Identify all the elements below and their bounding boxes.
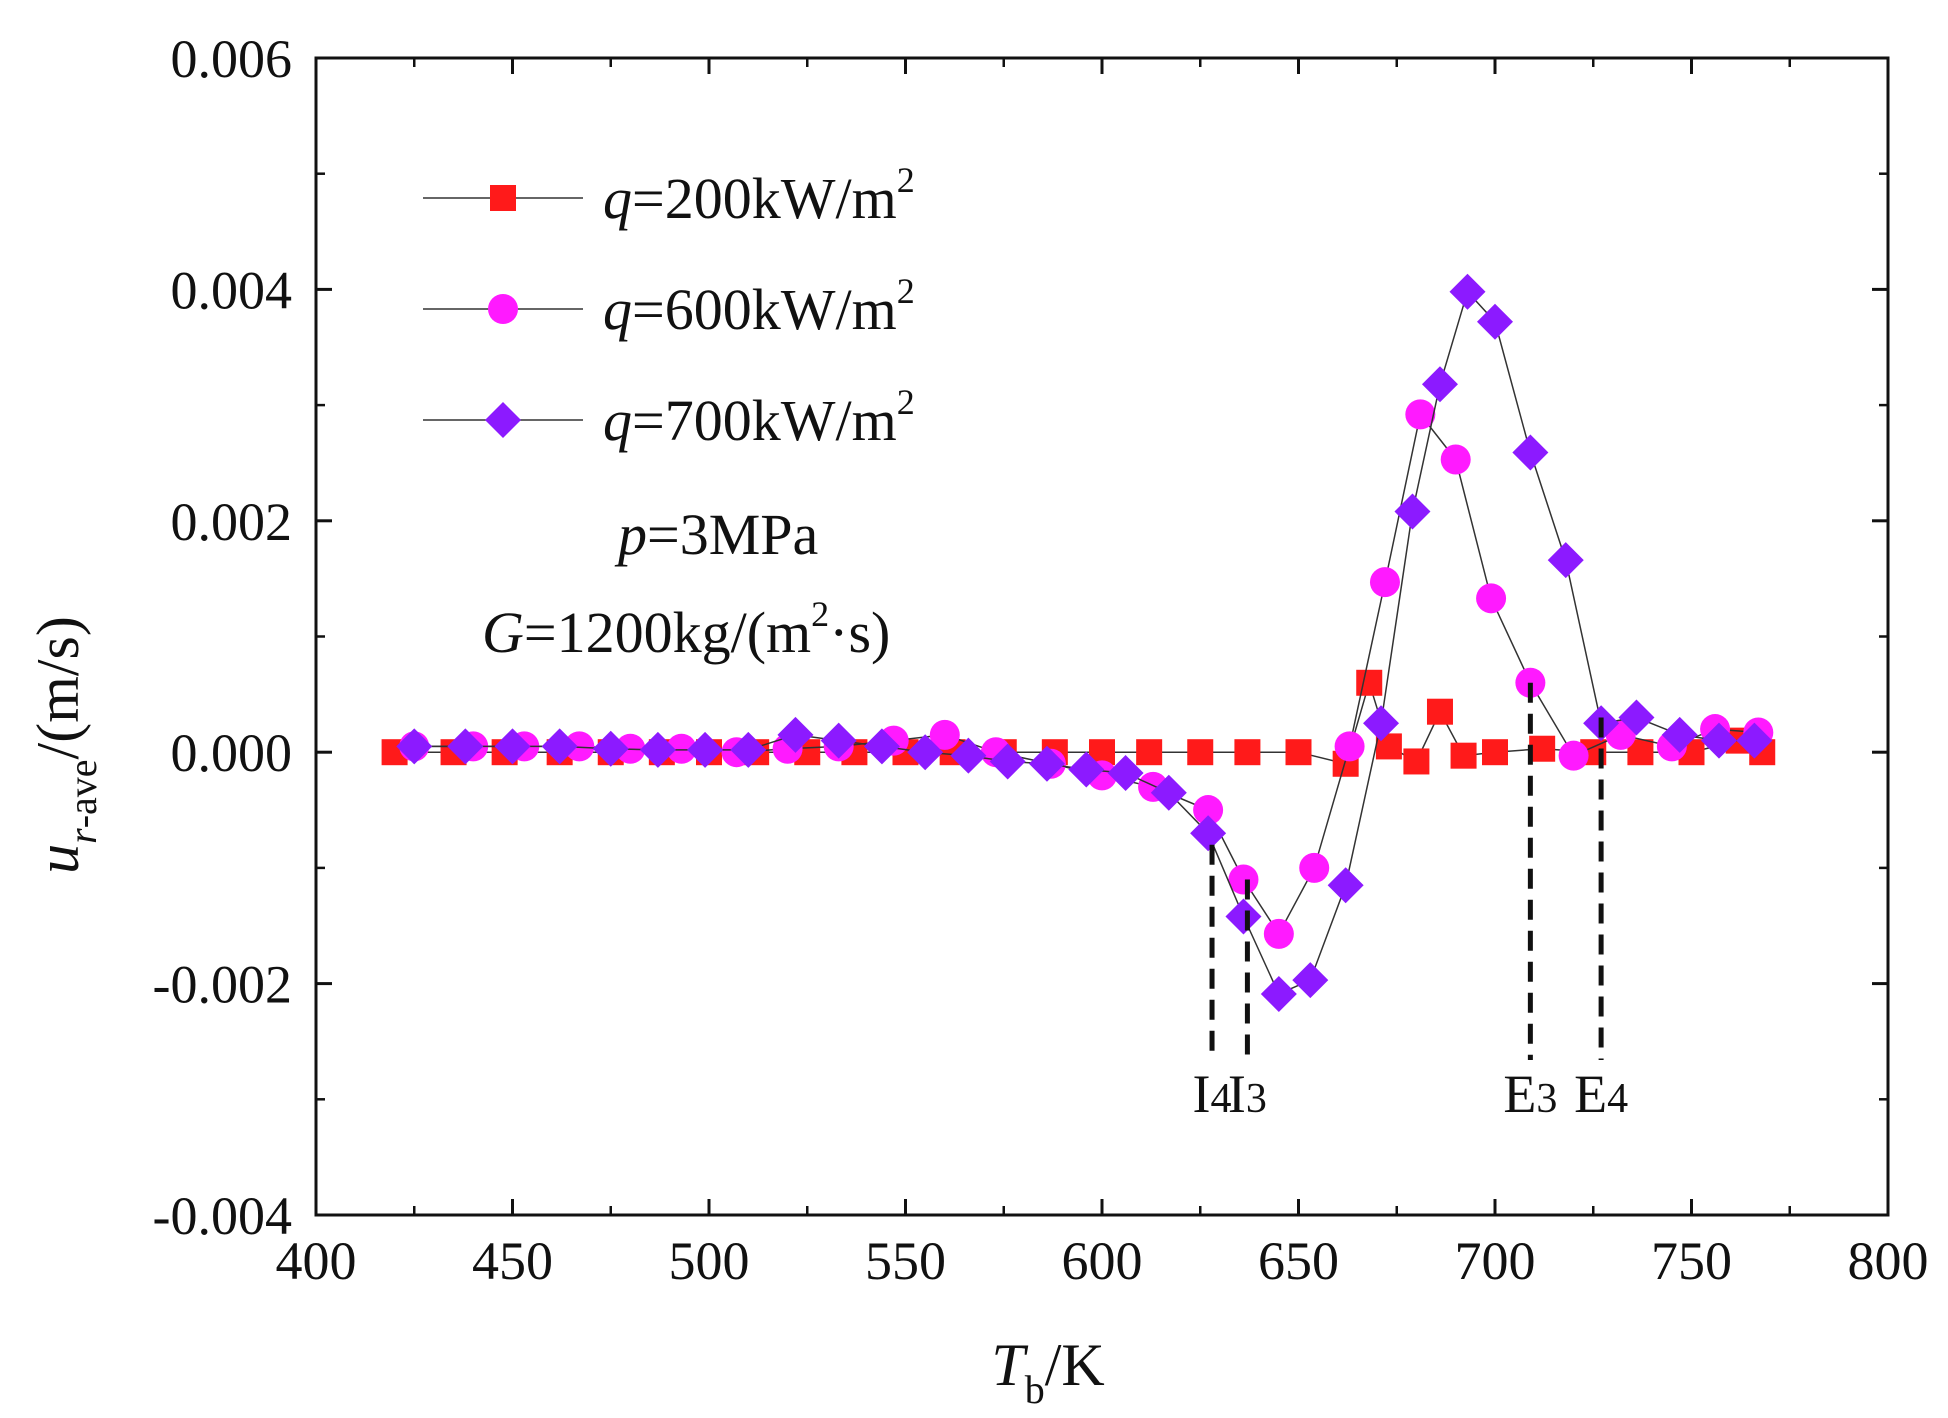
legend-circle-marker-icon (488, 294, 518, 324)
data-point-diamond (541, 728, 578, 765)
data-point-diamond (907, 734, 944, 771)
data-point-diamond (730, 731, 767, 768)
data-point-square (1187, 739, 1214, 766)
data-point-diamond (687, 731, 724, 768)
data-point-diamond (1327, 867, 1364, 904)
x-tick-label: 550 (865, 1231, 946, 1291)
x-tick-label: 650 (1258, 1231, 1339, 1291)
data-point-circle (564, 731, 595, 762)
y-axis-title: ur-ave/(m/s) (25, 616, 105, 874)
legend-label-q600: q=600kW/m2 (603, 271, 915, 342)
data-point-diamond (777, 716, 814, 753)
data-point-circle (1476, 583, 1507, 614)
x-tick-label: 500 (669, 1231, 750, 1291)
legend: q=200kW/m2 q=600kW/m2 q=700kW/m2 (423, 160, 915, 453)
data-point-diamond (1190, 815, 1227, 852)
data-point-circle (1369, 567, 1400, 598)
data-point-diamond (592, 730, 629, 767)
legend-label-q700: q=700kW/m2 (603, 382, 915, 453)
legend-item-q600: q=600kW/m2 (423, 271, 915, 342)
y-tick-label: 0.000 (171, 723, 293, 783)
data-point-circle (1299, 852, 1330, 883)
x-tick-label: 700 (1455, 1231, 1536, 1291)
legend-item-q700: q=700kW/m2 (423, 382, 915, 453)
boundary-label: I3 (1228, 1064, 1267, 1124)
data-point-square (1234, 739, 1261, 766)
boundary-label: E4 (1574, 1064, 1628, 1124)
data-point-diamond (1363, 705, 1400, 742)
series-line (414, 412, 1759, 936)
data-point-diamond (1512, 434, 1549, 471)
data-point-diamond (1394, 493, 1431, 530)
data-point-diamond (1449, 273, 1486, 310)
y-tick-label: -0.004 (153, 1186, 292, 1246)
data-point-diamond (950, 737, 987, 774)
data-point-square (1529, 735, 1556, 762)
data-point-square (1403, 748, 1430, 775)
data-point-circle (929, 719, 960, 750)
data-point-circle (1263, 918, 1294, 949)
data-point-diamond (1421, 366, 1458, 403)
legend-label-q200: q=200kW/m2 (603, 160, 915, 231)
data-point-diamond (396, 728, 433, 765)
y-tick-label: -0.002 (153, 955, 292, 1015)
data-point-circle (666, 733, 697, 764)
data-point-diamond (447, 728, 484, 765)
data-point-diamond (863, 728, 900, 765)
data-point-circle (1228, 864, 1259, 895)
y-tick-label: 0.006 (171, 29, 293, 89)
data-point-diamond (820, 722, 857, 759)
data-point-circle (1193, 795, 1224, 826)
data-point-diamond (989, 743, 1026, 780)
data-point-circle (1558, 740, 1589, 771)
data-point-diamond (1618, 699, 1655, 736)
data-point-square (1285, 739, 1312, 766)
y-tick-label: 0.004 (171, 260, 293, 320)
x-tick-label: 600 (1062, 1231, 1143, 1291)
boundary-label: E3 (1503, 1064, 1557, 1124)
pressure-annotation: p=3MPa (614, 502, 818, 567)
data-point-square (1426, 698, 1453, 725)
series-layer (381, 273, 1776, 1013)
series-circle (399, 399, 1774, 949)
data-point-diamond (1150, 774, 1187, 811)
data-point-diamond (639, 731, 676, 768)
data-point-circle (1440, 444, 1471, 475)
data-point-circle (1405, 399, 1436, 430)
mass-flux-annotation: G=1200kg/(m2·s) (482, 594, 890, 665)
axis-ticks: 400 450 500 550 600 650 700 750 800 -0.004 -0.002 0… (153, 29, 1929, 1291)
series-diamond (396, 273, 1773, 1013)
data-point-diamond (1701, 722, 1738, 759)
data-point-square (1136, 739, 1163, 766)
legend-item-q200: q=200kW/m2 (423, 160, 915, 231)
data-point-square (1450, 742, 1477, 769)
legend-diamond-marker-icon (485, 402, 521, 438)
data-point-circle (1334, 731, 1365, 762)
data-point-diamond (1736, 722, 1773, 759)
x-tick-label: 800 (1848, 1231, 1929, 1291)
x-axis-title: Tb/K (991, 1332, 1104, 1412)
data-point-diamond (1547, 542, 1584, 579)
y-tick-label: 0.002 (171, 492, 293, 552)
legend-square-marker-icon (490, 185, 516, 211)
data-point-diamond (1225, 898, 1262, 935)
data-point-diamond (1292, 962, 1329, 999)
data-point-diamond (1661, 716, 1698, 753)
data-point-diamond (494, 728, 531, 765)
data-point-diamond (1477, 303, 1513, 340)
data-point-square (1356, 669, 1383, 696)
x-tick-label: 450 (472, 1231, 553, 1291)
boundary-label: I4 (1193, 1064, 1232, 1124)
data-point-square (1482, 739, 1508, 766)
data-point-diamond (1028, 745, 1065, 782)
x-tick-label: 750 (1651, 1231, 1732, 1291)
data-point-diamond (1260, 976, 1297, 1013)
data-point-diamond (1068, 751, 1105, 788)
x-tick-label: 400 (276, 1231, 357, 1291)
data-point-diamond (1107, 755, 1144, 792)
